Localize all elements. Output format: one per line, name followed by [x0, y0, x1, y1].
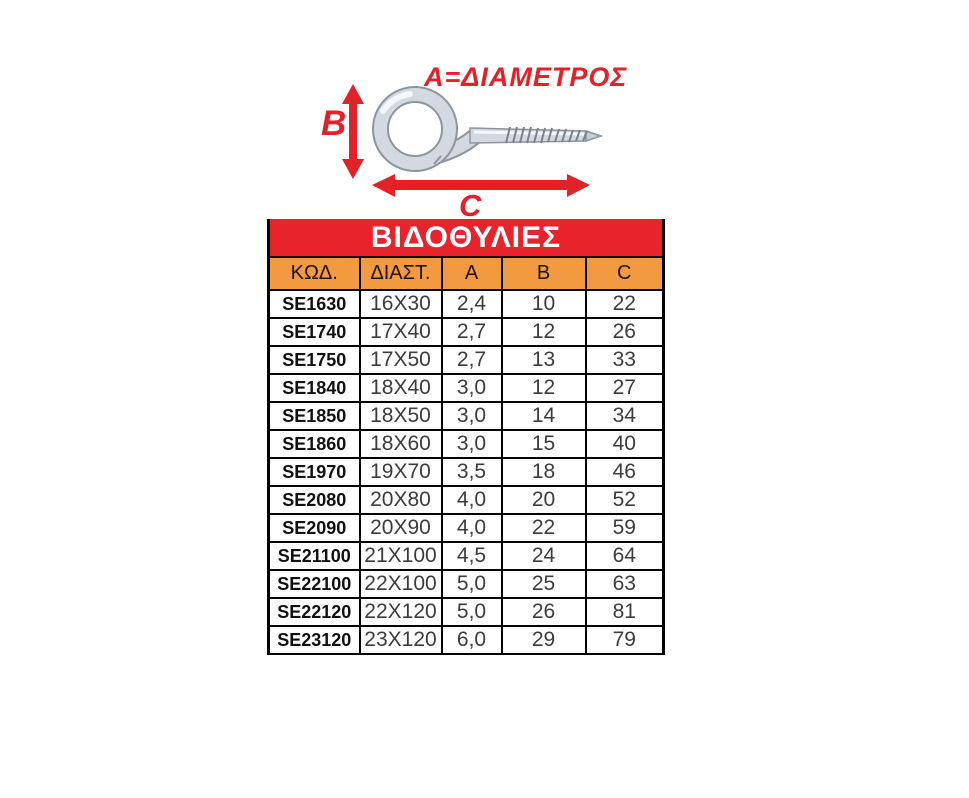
cell-code: SE1840 — [267, 373, 361, 403]
cell-dimensions: 18X40 — [358, 373, 443, 403]
cell-code: SE1630 — [267, 289, 361, 319]
cell-dimensions: 17X40 — [358, 317, 443, 347]
table-row: SE1860 18X60 3,0 15 40 — [267, 429, 665, 459]
table-row: SE1840 18X40 3,0 12 27 — [267, 373, 665, 403]
cell-c: 52 — [584, 485, 665, 515]
cell-a: 3,5 — [440, 457, 503, 487]
cell-c: 26 — [584, 317, 665, 347]
cell-b: 29 — [500, 625, 587, 655]
cell-code: SE21100 — [267, 541, 361, 571]
table-row: SE1750 17X50 2,7 13 33 — [267, 345, 665, 375]
cell-a: 2,4 — [440, 289, 503, 319]
cell-b: 26 — [500, 597, 587, 627]
cell-code: SE22100 — [267, 569, 361, 599]
table-title: ΒΙΔΟΘΥΛΙΕΣ — [267, 219, 665, 258]
cell-c: 27 — [584, 373, 665, 403]
cell-a: 3,0 — [440, 401, 503, 431]
cell-code: SE22120 — [267, 597, 361, 627]
table-row: SE22100 22X100 5,0 25 63 — [267, 569, 665, 599]
cell-b: 22 — [500, 513, 587, 543]
cell-b: 15 — [500, 429, 587, 459]
cell-c: 33 — [584, 345, 665, 375]
column-header-dimensions: ΔΙΑΣΤ. — [358, 256, 443, 291]
cell-a: 4,5 — [440, 541, 503, 571]
cell-a: 5,0 — [440, 597, 503, 627]
cell-code: SE23120 — [267, 625, 361, 655]
cell-c: 63 — [584, 569, 665, 599]
column-header-b: B — [500, 256, 587, 291]
cell-c: 81 — [584, 597, 665, 627]
cell-dimensions: 21X100 — [358, 541, 443, 571]
cell-code: SE2090 — [267, 513, 361, 543]
cell-a: 4,0 — [440, 513, 503, 543]
cell-c: 34 — [584, 401, 665, 431]
column-header-c: C — [584, 256, 665, 291]
cell-a: 4,0 — [440, 485, 503, 515]
cell-a: 2,7 — [440, 317, 503, 347]
cell-c: 46 — [584, 457, 665, 487]
cell-code: SE2080 — [267, 485, 361, 515]
table-row: SE1970 19X70 3,5 18 46 — [267, 457, 665, 487]
table-header-row: ΚΩΔ. ΔΙΑΣΤ. A B C — [267, 256, 665, 291]
b-arrow-icon — [342, 84, 364, 179]
cell-b: 18 — [500, 457, 587, 487]
cell-b: 13 — [500, 345, 587, 375]
cell-a: 5,0 — [440, 569, 503, 599]
cell-code: SE1860 — [267, 429, 361, 459]
cell-b: 10 — [500, 289, 587, 319]
product-table: ΒΙΔΟΘΥΛΙΕΣ ΚΩΔ. ΔΙΑΣΤ. A B C SE1630 16X3… — [267, 219, 666, 655]
table-row: SE1850 18X50 3,0 14 34 — [267, 401, 665, 431]
cell-dimensions: 16X30 — [358, 289, 443, 319]
cell-code: SE1740 — [267, 317, 361, 347]
cell-b: 20 — [500, 485, 587, 515]
column-header-code: ΚΩΔ. — [267, 256, 361, 291]
cell-a: 3,0 — [440, 429, 503, 459]
diameter-label: A=ΔΙΑΜΕΤΡΟΣ — [424, 62, 628, 92]
cell-dimensions: 18X60 — [358, 429, 443, 459]
table-row: SE22120 22X120 5,0 26 81 — [267, 597, 665, 627]
cell-c: 59 — [584, 513, 665, 543]
cell-code: SE1750 — [267, 345, 361, 375]
cell-c: 79 — [584, 625, 665, 655]
cell-a: 2,7 — [440, 345, 503, 375]
cell-dimensions: 17X50 — [358, 345, 443, 375]
cell-b: 24 — [500, 541, 587, 571]
table-row: SE2090 20X90 4,0 22 59 — [267, 513, 665, 543]
table-row: SE1740 17X40 2,7 12 26 — [267, 317, 665, 347]
table-title-row: ΒΙΔΟΘΥΛΙΕΣ — [267, 219, 665, 258]
table-row: SE21100 21X100 4,5 24 64 — [267, 541, 665, 571]
table-row: SE2080 20X80 4,0 20 52 — [267, 485, 665, 515]
column-header-a: A — [440, 256, 503, 291]
table-row: SE1630 16X30 2,4 10 22 — [267, 289, 665, 319]
cell-dimensions: 19X70 — [358, 457, 443, 487]
screw-eye-image — [342, 84, 604, 197]
cell-a: 3,0 — [440, 373, 503, 403]
cell-dimensions: 23X120 — [358, 625, 443, 655]
cell-dimensions: 20X90 — [358, 513, 443, 543]
c-arrow-icon — [372, 174, 590, 197]
c-dimension-label: C — [459, 188, 482, 223]
cell-c: 40 — [584, 429, 665, 459]
cell-dimensions: 18X50 — [358, 401, 443, 431]
cell-b: 25 — [500, 569, 587, 599]
cell-c: 64 — [584, 541, 665, 571]
cell-dimensions: 20X80 — [358, 485, 443, 515]
cell-dimensions: 22X100 — [358, 569, 443, 599]
table-row: SE23120 23X120 6,0 29 79 — [267, 625, 665, 655]
cell-code: SE1850 — [267, 401, 361, 431]
cell-dimensions: 22X120 — [358, 597, 443, 627]
cell-code: SE1970 — [267, 457, 361, 487]
cell-b: 14 — [500, 401, 587, 431]
cell-a: 6,0 — [440, 625, 503, 655]
b-dimension-label: B — [321, 104, 347, 143]
cell-b: 12 — [500, 373, 587, 403]
cell-b: 12 — [500, 317, 587, 347]
cell-c: 22 — [584, 289, 665, 319]
